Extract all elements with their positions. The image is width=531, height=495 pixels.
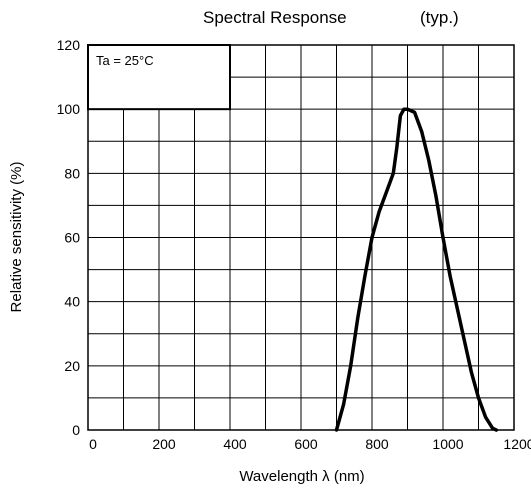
x-tick-label: 200 — [152, 436, 176, 452]
y-tick-label: 60 — [64, 230, 80, 246]
y-tick-labels: 0 20 40 60 80 100 120 — [57, 37, 81, 438]
y-tick-label: 120 — [57, 37, 81, 53]
chart-subtitle: (typ.) — [420, 8, 459, 27]
x-tick-label: 1200 — [503, 436, 531, 452]
sensitivity-curve — [334, 107, 499, 432]
y-tick-label: 80 — [64, 165, 80, 181]
x-tick-label: 800 — [365, 436, 389, 452]
chart-title: Spectral Response — [203, 8, 347, 27]
annotation-box — [87, 44, 231, 111]
y-tick-label: 40 — [64, 294, 80, 310]
y-tick-label: 100 — [57, 101, 81, 117]
x-tick-label: 400 — [223, 436, 247, 452]
x-tick-labels: 0 200 400 600 800 1000 1200 — [89, 436, 531, 452]
annotation-text: Ta = 25°C — [96, 53, 154, 68]
x-tick-label: 600 — [294, 436, 318, 452]
x-tick-label: 0 — [89, 436, 97, 452]
y-tick-label: 20 — [64, 358, 80, 374]
plot-frame — [87, 44, 515, 431]
x-axis-label: Wavelength λ (nm) — [239, 468, 364, 485]
y-tick-label: 0 — [72, 422, 80, 438]
x-tick-label: 1000 — [432, 436, 463, 452]
y-axis-label: Relative sensitivity (%) — [8, 162, 25, 313]
grid-lines — [88, 45, 514, 430]
